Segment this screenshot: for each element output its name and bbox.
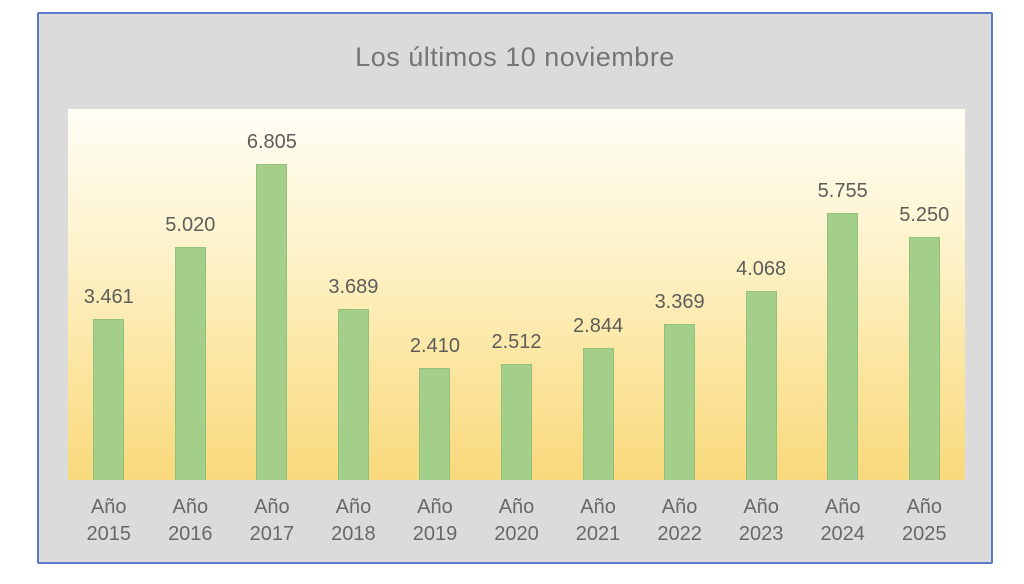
bar-column-2024: 5.755 bbox=[802, 109, 884, 480]
bar-2021[interactable] bbox=[582, 348, 614, 480]
x-axis-label-year: 2015 bbox=[86, 523, 132, 545]
x-axis-label-2019: Año 2019 bbox=[394, 494, 476, 548]
bar-2022[interactable] bbox=[664, 324, 696, 480]
x-axis-label-year: 2017 bbox=[249, 523, 295, 545]
x-axis-label-prefix: Año bbox=[90, 496, 127, 518]
x-axis-label-prefix: Año bbox=[743, 496, 779, 518]
bar-2025[interactable] bbox=[908, 237, 940, 480]
x-axis-label-2021: Año 2021 bbox=[557, 494, 639, 548]
bar-value-label-2024: 5.755 bbox=[817, 180, 868, 202]
bar-2023[interactable] bbox=[745, 291, 777, 480]
x-axis-label-year: 2022 bbox=[657, 523, 702, 545]
bar-column-2016: 5.020 bbox=[150, 109, 232, 480]
bar-value-label-2017: 6.805 bbox=[246, 131, 297, 153]
bar-2015[interactable] bbox=[93, 319, 125, 480]
x-axis-label-2017: Año 2017 bbox=[231, 494, 313, 548]
bar-2024[interactable] bbox=[827, 213, 859, 480]
bar-value-label-2015: 3.461 bbox=[83, 286, 134, 308]
x-axis-label-2016: Año 2016 bbox=[150, 494, 232, 548]
x-axis-label-prefix: Año bbox=[335, 496, 372, 518]
x-axis-label-2020: Año 2020 bbox=[476, 494, 558, 548]
x-axis-label-prefix: Año bbox=[580, 496, 616, 518]
x-axis-label-2018: Año 2018 bbox=[313, 494, 395, 548]
bar-value-label-2025: 5.250 bbox=[899, 204, 950, 226]
chart-title: Los últimos 10 noviembre bbox=[355, 42, 675, 72]
bar-column-2021: 2.844 bbox=[557, 109, 639, 480]
x-axis: Año 2015 Año 2016 Año 2017 Año 2018 Año 2019 Año 20… bbox=[68, 480, 965, 548]
x-axis-label-year: 2019 bbox=[412, 523, 458, 545]
x-axis-label-prefix: Año bbox=[824, 496, 861, 518]
x-axis-label-2024: Año 2024 bbox=[802, 494, 884, 548]
bar-value-label-2018: 3.689 bbox=[328, 276, 379, 298]
x-axis-label-prefix: Año bbox=[254, 496, 290, 518]
bar-column-2019: 2.410 bbox=[394, 109, 476, 480]
x-axis-label-year: 2021 bbox=[575, 523, 621, 545]
bar-value-label-2022: 3.369 bbox=[654, 291, 705, 313]
x-axis-label-year: 2016 bbox=[168, 523, 213, 545]
x-axis-label-year: 2025 bbox=[901, 523, 947, 545]
x-axis-label-year: 2018 bbox=[331, 523, 376, 545]
x-axis-label-2015: Año 2015 bbox=[68, 494, 150, 548]
x-axis-label-prefix: Año bbox=[661, 496, 698, 518]
bar-column-2025: 5.250 bbox=[883, 109, 965, 480]
x-axis-label-prefix: Año bbox=[417, 496, 453, 518]
bar-column-2017: 6.805 bbox=[231, 109, 313, 480]
x-axis-label-prefix: Año bbox=[172, 496, 209, 518]
x-axis-label-2022: Año 2022 bbox=[639, 494, 721, 548]
bar-2016[interactable] bbox=[174, 247, 206, 480]
x-axis-label-prefix: Año bbox=[498, 496, 535, 518]
x-axis-label-year: 2024 bbox=[820, 523, 865, 545]
x-axis-label-year: 2023 bbox=[738, 523, 784, 545]
bar-column-2018: 3.689 bbox=[313, 109, 395, 480]
bar-value-label-2016: 5.020 bbox=[165, 214, 216, 236]
bar-value-label-2020: 2.512 bbox=[491, 331, 542, 353]
x-axis-label-2025: Año 2025 bbox=[883, 494, 965, 548]
bar-value-label-2019: 2.410 bbox=[409, 335, 460, 357]
x-axis-label-year: 2020 bbox=[494, 523, 539, 545]
bar-series: 3.461 5.020 6.805 3.689 2.410 2.512 2.844 3.369… bbox=[68, 109, 965, 480]
bar-value-label-2023: 4.068 bbox=[736, 258, 787, 280]
x-axis-label-prefix: Año bbox=[906, 496, 943, 518]
plot-area: 3.461 5.020 6.805 3.689 2.410 2.512 2.844 3.369… bbox=[68, 109, 965, 480]
bar-column-2020: 2.512 bbox=[476, 109, 558, 480]
bar-column-2023: 4.068 bbox=[720, 109, 802, 480]
x-axis-label-2023: Año 2023 bbox=[720, 494, 802, 548]
bar-2019[interactable] bbox=[419, 368, 451, 480]
bar-value-label-2021: 2.844 bbox=[573, 315, 624, 337]
bar-2018[interactable] bbox=[337, 309, 369, 480]
bar-column-2015: 3.461 bbox=[68, 109, 150, 480]
bar-2020[interactable] bbox=[501, 364, 532, 480]
bar-column-2022: 3.369 bbox=[639, 109, 721, 480]
chart-frame: Los últimos 10 noviembre 3.461 5.020 6.805… bbox=[37, 12, 993, 564]
bar-2017[interactable] bbox=[256, 164, 288, 480]
